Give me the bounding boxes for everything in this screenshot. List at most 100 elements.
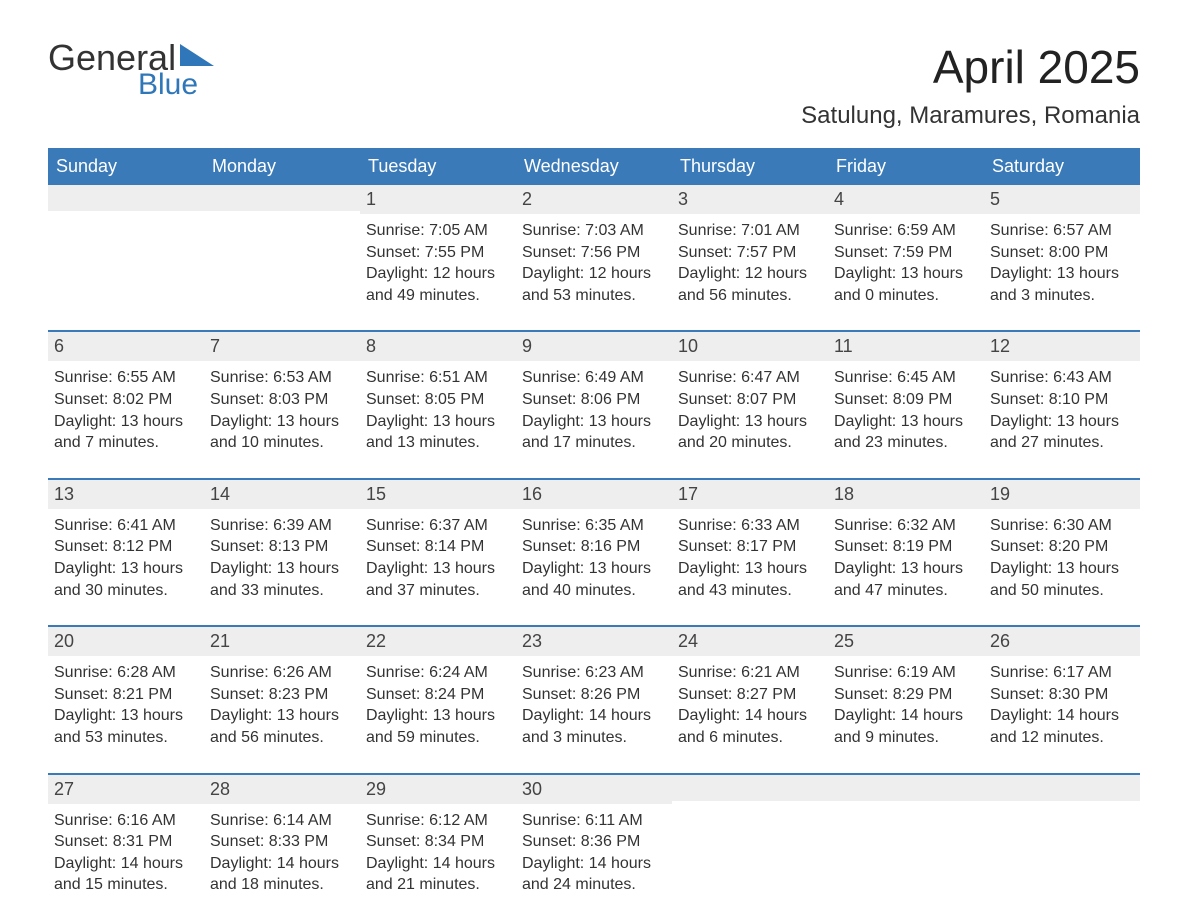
date-number: 3	[672, 185, 828, 214]
daylight-text: Daylight: 12 hours and 53 minutes.	[522, 263, 666, 306]
sunset-text: Sunset: 8:29 PM	[834, 684, 978, 706]
cell-body: Sunrise: 6:28 AMSunset: 8:21 PMDaylight:…	[48, 656, 204, 752]
calendar-cell: 27Sunrise: 6:16 AMSunset: 8:31 PMDayligh…	[48, 775, 204, 900]
daylight-text: Daylight: 13 hours and 17 minutes.	[522, 411, 666, 454]
sunset-text: Sunset: 8:00 PM	[990, 242, 1134, 264]
calendar-cell	[672, 775, 828, 900]
calendar-cell: 12Sunrise: 6:43 AMSunset: 8:10 PMDayligh…	[984, 332, 1140, 457]
cell-body: Sunrise: 6:55 AMSunset: 8:02 PMDaylight:…	[48, 361, 204, 457]
sunset-text: Sunset: 8:06 PM	[522, 389, 666, 411]
sunset-text: Sunset: 8:34 PM	[366, 831, 510, 853]
date-number: 15	[360, 480, 516, 509]
date-number	[984, 775, 1140, 801]
cell-body: Sunrise: 6:26 AMSunset: 8:23 PMDaylight:…	[204, 656, 360, 752]
sunset-text: Sunset: 7:57 PM	[678, 242, 822, 264]
sunset-text: Sunset: 8:21 PM	[54, 684, 198, 706]
day-header-mon: Monday	[204, 148, 360, 185]
sunrise-text: Sunrise: 6:23 AM	[522, 662, 666, 684]
sunrise-text: Sunrise: 6:37 AM	[366, 515, 510, 537]
sunrise-text: Sunrise: 6:33 AM	[678, 515, 822, 537]
calendar-cell: 13Sunrise: 6:41 AMSunset: 8:12 PMDayligh…	[48, 480, 204, 605]
cell-body: Sunrise: 6:33 AMSunset: 8:17 PMDaylight:…	[672, 509, 828, 605]
sunset-text: Sunset: 8:26 PM	[522, 684, 666, 706]
daylight-text: Daylight: 14 hours and 15 minutes.	[54, 853, 198, 896]
calendar-cell	[984, 775, 1140, 900]
daylight-text: Daylight: 13 hours and 33 minutes.	[210, 558, 354, 601]
sunset-text: Sunset: 8:30 PM	[990, 684, 1134, 706]
sunrise-text: Sunrise: 6:41 AM	[54, 515, 198, 537]
calendar-cell: 5Sunrise: 6:57 AMSunset: 8:00 PMDaylight…	[984, 185, 1140, 310]
date-number: 1	[360, 185, 516, 214]
cell-body: Sunrise: 7:05 AMSunset: 7:55 PMDaylight:…	[360, 214, 516, 310]
date-number: 12	[984, 332, 1140, 361]
cell-body: Sunrise: 6:45 AMSunset: 8:09 PMDaylight:…	[828, 361, 984, 457]
date-number: 20	[48, 627, 204, 656]
calendar-week: 1Sunrise: 7:05 AMSunset: 7:55 PMDaylight…	[48, 185, 1140, 310]
calendar-cell: 8Sunrise: 6:51 AMSunset: 8:05 PMDaylight…	[360, 332, 516, 457]
cell-body: Sunrise: 6:12 AMSunset: 8:34 PMDaylight:…	[360, 804, 516, 900]
cell-body: Sunrise: 6:16 AMSunset: 8:31 PMDaylight:…	[48, 804, 204, 900]
date-number: 21	[204, 627, 360, 656]
logo-blue-text: Blue	[138, 70, 214, 100]
date-number: 25	[828, 627, 984, 656]
daylight-text: Daylight: 13 hours and 30 minutes.	[54, 558, 198, 601]
cell-body: Sunrise: 6:51 AMSunset: 8:05 PMDaylight:…	[360, 361, 516, 457]
day-header-sat: Saturday	[984, 148, 1140, 185]
cell-body: Sunrise: 6:21 AMSunset: 8:27 PMDaylight:…	[672, 656, 828, 752]
sunset-text: Sunset: 8:33 PM	[210, 831, 354, 853]
calendar-cell: 30Sunrise: 6:11 AMSunset: 8:36 PMDayligh…	[516, 775, 672, 900]
sunrise-text: Sunrise: 6:49 AM	[522, 367, 666, 389]
calendar-week: 20Sunrise: 6:28 AMSunset: 8:21 PMDayligh…	[48, 625, 1140, 752]
day-header-row: Sunday Monday Tuesday Wednesday Thursday…	[48, 148, 1140, 185]
daylight-text: Daylight: 13 hours and 53 minutes.	[54, 705, 198, 748]
date-number: 19	[984, 480, 1140, 509]
daylight-text: Daylight: 14 hours and 6 minutes.	[678, 705, 822, 748]
sunset-text: Sunset: 8:02 PM	[54, 389, 198, 411]
sunset-text: Sunset: 8:13 PM	[210, 536, 354, 558]
calendar-cell: 28Sunrise: 6:14 AMSunset: 8:33 PMDayligh…	[204, 775, 360, 900]
cell-body	[672, 801, 828, 811]
calendar-cell: 9Sunrise: 6:49 AMSunset: 8:06 PMDaylight…	[516, 332, 672, 457]
sunset-text: Sunset: 8:23 PM	[210, 684, 354, 706]
sunrise-text: Sunrise: 6:16 AM	[54, 810, 198, 832]
cell-body: Sunrise: 6:59 AMSunset: 7:59 PMDaylight:…	[828, 214, 984, 310]
calendar-cell: 21Sunrise: 6:26 AMSunset: 8:23 PMDayligh…	[204, 627, 360, 752]
calendar-cell: 2Sunrise: 7:03 AMSunset: 7:56 PMDaylight…	[516, 185, 672, 310]
sunset-text: Sunset: 8:10 PM	[990, 389, 1134, 411]
cell-body: Sunrise: 6:47 AMSunset: 8:07 PMDaylight:…	[672, 361, 828, 457]
cell-body	[828, 801, 984, 811]
sunset-text: Sunset: 7:59 PM	[834, 242, 978, 264]
logo: General Blue	[48, 40, 214, 100]
cell-body: Sunrise: 6:57 AMSunset: 8:00 PMDaylight:…	[984, 214, 1140, 310]
date-number	[672, 775, 828, 801]
sunrise-text: Sunrise: 6:17 AM	[990, 662, 1134, 684]
date-number: 4	[828, 185, 984, 214]
daylight-text: Daylight: 13 hours and 23 minutes.	[834, 411, 978, 454]
date-number: 13	[48, 480, 204, 509]
cell-body	[984, 801, 1140, 811]
date-number: 27	[48, 775, 204, 804]
date-number: 22	[360, 627, 516, 656]
cell-body: Sunrise: 6:17 AMSunset: 8:30 PMDaylight:…	[984, 656, 1140, 752]
daylight-text: Daylight: 13 hours and 37 minutes.	[366, 558, 510, 601]
cell-body: Sunrise: 6:14 AMSunset: 8:33 PMDaylight:…	[204, 804, 360, 900]
calendar-cell: 16Sunrise: 6:35 AMSunset: 8:16 PMDayligh…	[516, 480, 672, 605]
daylight-text: Daylight: 14 hours and 3 minutes.	[522, 705, 666, 748]
date-number: 24	[672, 627, 828, 656]
cell-body: Sunrise: 6:41 AMSunset: 8:12 PMDaylight:…	[48, 509, 204, 605]
calendar-cell	[48, 185, 204, 310]
sunrise-text: Sunrise: 6:45 AM	[834, 367, 978, 389]
sunrise-text: Sunrise: 6:51 AM	[366, 367, 510, 389]
sunrise-text: Sunrise: 6:32 AM	[834, 515, 978, 537]
calendar-cell: 19Sunrise: 6:30 AMSunset: 8:20 PMDayligh…	[984, 480, 1140, 605]
calendar-cell: 15Sunrise: 6:37 AMSunset: 8:14 PMDayligh…	[360, 480, 516, 605]
sunrise-text: Sunrise: 6:28 AM	[54, 662, 198, 684]
date-number: 17	[672, 480, 828, 509]
month-title: April 2025	[801, 40, 1140, 94]
cell-body: Sunrise: 6:39 AMSunset: 8:13 PMDaylight:…	[204, 509, 360, 605]
daylight-text: Daylight: 14 hours and 21 minutes.	[366, 853, 510, 896]
sunset-text: Sunset: 8:20 PM	[990, 536, 1134, 558]
sunrise-text: Sunrise: 6:47 AM	[678, 367, 822, 389]
cell-body: Sunrise: 6:43 AMSunset: 8:10 PMDaylight:…	[984, 361, 1140, 457]
sunrise-text: Sunrise: 6:21 AM	[678, 662, 822, 684]
